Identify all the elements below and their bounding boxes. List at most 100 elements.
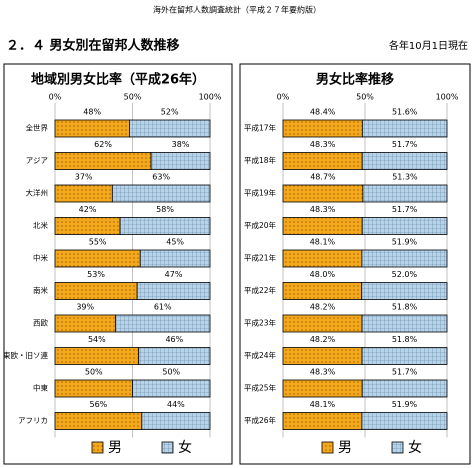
value-label: 54% [88, 335, 106, 344]
value-label: 48.0% [310, 270, 336, 279]
bar-segment [132, 379, 211, 398]
value-label: 46% [165, 335, 183, 344]
x-tick-label: 0% [277, 93, 290, 102]
value-label: 52.0% [392, 270, 418, 279]
category-label: 南米 [33, 285, 48, 295]
bar-segment [282, 184, 364, 203]
bar-segment [361, 217, 448, 235]
value-label: 42% [79, 205, 97, 214]
value-label: 55% [89, 238, 107, 247]
category-label: 中東 [33, 383, 48, 393]
value-label: 50% [162, 368, 180, 377]
legend-label: 女 [178, 439, 192, 456]
value-label: 48.3% [310, 205, 336, 214]
category-label: 平成18年 [244, 155, 277, 165]
value-label: 56% [90, 400, 108, 409]
bar-segment [282, 152, 363, 170]
bar-segment [362, 184, 448, 203]
value-label: 62% [94, 140, 112, 149]
value-label: 48.4% [310, 108, 336, 117]
legend-swatch [91, 441, 104, 454]
bar-segment [361, 412, 448, 430]
bar-segment [54, 119, 130, 138]
bar-segment [361, 347, 448, 365]
bar-segment [282, 412, 363, 430]
legend-swatch [321, 441, 334, 454]
value-label: 37% [75, 173, 93, 182]
bar-segment [54, 314, 116, 333]
category-label: 平成21年 [244, 253, 277, 263]
value-label: 51.9% [392, 400, 418, 409]
value-label: 51.7% [392, 205, 418, 214]
category-label: 東欧・旧ソ連 [3, 350, 48, 360]
category-label: 平成17年 [244, 123, 277, 133]
category-label: 大洋州 [26, 188, 49, 198]
bar-segment [138, 347, 211, 365]
bar-segment [361, 379, 448, 398]
legend-label: 男 [108, 440, 122, 456]
value-label: 48.3% [310, 140, 336, 149]
value-label: 38% [172, 140, 190, 149]
value-label: 45% [166, 238, 184, 247]
bar-segment [54, 379, 133, 398]
value-label: 58% [156, 205, 174, 214]
bar-segment [54, 282, 138, 300]
bar-segment [361, 282, 448, 300]
value-label: 51.3% [392, 173, 418, 182]
bar-segment [111, 184, 211, 203]
value-label: 48.3% [310, 368, 336, 377]
category-label: 平成23年 [244, 318, 277, 328]
chart-title: 男女比率推移 [316, 72, 394, 88]
value-label: 50% [85, 368, 103, 377]
bar-segment [361, 249, 448, 268]
bar-segment [282, 314, 363, 333]
value-label: 47% [165, 270, 183, 279]
section-title: ２．４ 男女別在留邦人数推移 [6, 38, 180, 54]
x-tick-label: 50% [124, 93, 142, 102]
value-label: 51.7% [392, 140, 418, 149]
value-label: 48.2% [310, 303, 336, 312]
bar-segment [282, 217, 363, 235]
bar-segment [54, 347, 140, 365]
bar-segment [150, 152, 211, 170]
bar-segment [128, 119, 211, 138]
legend-label: 女 [408, 439, 422, 456]
bar-segment [136, 282, 211, 300]
category-label: 平成22年 [244, 285, 277, 295]
bar-segment [282, 282, 363, 300]
panel-right [239, 63, 471, 465]
category-label: 中米 [33, 253, 48, 263]
bar-segment [54, 152, 152, 170]
panel-left [3, 63, 233, 465]
category-label: アフリカ [18, 416, 48, 425]
x-tick-label: 50% [356, 93, 374, 102]
bar-segment [119, 217, 211, 235]
value-label: 44% [167, 400, 185, 409]
value-label: 53% [87, 270, 105, 279]
x-tick-label: 100% [199, 93, 222, 102]
category-label: 平成25年 [244, 383, 277, 393]
category-label: 平成20年 [244, 220, 277, 230]
category-label: 平成24年 [244, 350, 277, 360]
value-label: 51.9% [392, 238, 418, 247]
bar-segment [361, 314, 448, 333]
bar-segment [54, 249, 141, 268]
bar-segment [54, 184, 113, 203]
value-label: 48.7% [310, 173, 336, 182]
bar-segment [282, 347, 363, 365]
bar-segment [361, 152, 448, 170]
value-label: 51.6% [392, 108, 418, 117]
chart-title: 地域別男女比率（平成26年） [31, 72, 205, 88]
value-label: 48.1% [310, 238, 336, 247]
value-label: 48.2% [310, 335, 336, 344]
value-label: 48.1% [310, 400, 336, 409]
date-note: 各年10月1日現在 [389, 39, 468, 52]
legend-swatch [391, 441, 404, 454]
value-label: 51.7% [392, 368, 418, 377]
value-label: 61% [154, 303, 172, 312]
bar-segment [115, 314, 211, 333]
legend-label: 男 [338, 440, 352, 456]
bar-segment [54, 412, 143, 430]
value-label: 52% [161, 108, 179, 117]
x-tick-label: 0% [49, 93, 62, 102]
